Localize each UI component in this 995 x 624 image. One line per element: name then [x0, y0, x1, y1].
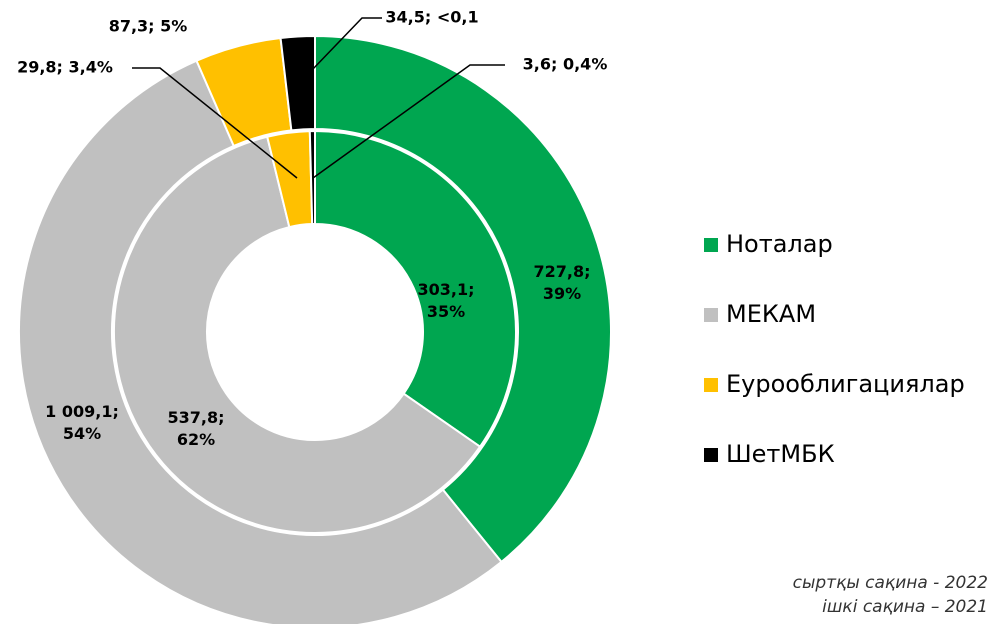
donut-slice	[314, 129, 517, 449]
legend-label: Еурооблигациялар	[726, 370, 965, 398]
legend-label: МЕКАМ	[726, 300, 816, 328]
donut-slice	[18, 59, 503, 624]
donut-slice	[314, 34, 612, 564]
data-label: 537,8; 62%	[167, 408, 224, 449]
data-label: 34,5; <0,1	[385, 8, 478, 27]
data-label: 727,8; 39%	[533, 262, 590, 303]
data-label: 303,1; 35%	[417, 280, 474, 321]
note: сыртқы сақина - 2022	[793, 573, 988, 593]
legend-label: ШетМБК	[726, 440, 835, 468]
data-label: 1 009,1; 54%	[45, 402, 119, 443]
leader-line	[311, 17, 382, 71]
note: ішкі сақина – 2021	[822, 597, 988, 617]
donut-slice	[308, 129, 316, 226]
legend-label: Ноталар	[726, 230, 833, 258]
data-label: 29,8; 3,4%	[17, 58, 113, 77]
legend-swatch	[704, 238, 718, 252]
data-label: 3,6; 0,4%	[523, 55, 608, 74]
leader-line	[132, 67, 298, 179]
leader-line	[312, 64, 505, 179]
legend-swatch	[704, 378, 718, 392]
donut-slice	[113, 135, 482, 534]
data-label: 87,3; 5%	[109, 17, 188, 36]
donut-slice	[279, 34, 316, 132]
legend-swatch	[704, 308, 718, 322]
legend-swatch	[704, 448, 718, 462]
